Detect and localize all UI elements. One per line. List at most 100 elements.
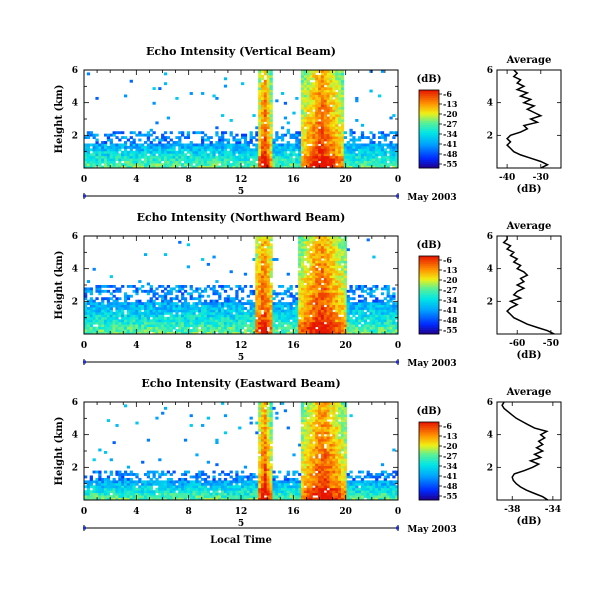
colorbar-tick-label: -34 xyxy=(443,295,458,305)
heatmap-cell xyxy=(175,324,179,328)
heatmap-cell xyxy=(315,304,319,308)
heatmap-cell xyxy=(300,316,305,320)
heatmap-cell xyxy=(203,314,208,318)
heatmap-cell xyxy=(269,77,273,81)
heatmap-cell xyxy=(349,304,353,308)
heatmap-cell xyxy=(306,331,310,335)
heatmap-cell xyxy=(320,285,325,288)
heatmap-cell xyxy=(298,299,302,303)
heatmap-cell xyxy=(172,287,176,291)
heatmap-cell xyxy=(386,309,390,313)
heatmap-cell xyxy=(389,321,393,325)
heatmap-cell xyxy=(269,153,273,157)
heatmap-cell xyxy=(298,133,302,137)
heatmap-cell xyxy=(189,319,193,323)
heatmap-cell xyxy=(141,145,145,149)
heatmap-cell xyxy=(363,321,367,325)
heatmap-cell xyxy=(201,302,205,305)
heatmap-cell xyxy=(315,297,319,301)
heatmap-cell xyxy=(183,143,188,147)
heatmap-cell xyxy=(378,136,382,139)
heatmap-cell xyxy=(303,275,308,279)
heatmap-cell xyxy=(249,289,253,293)
heatmap-cell xyxy=(300,299,305,303)
heatmap-cell xyxy=(306,258,310,261)
heatmap-cell xyxy=(112,314,116,318)
heatmap-cell xyxy=(309,121,313,125)
heatmap-cell xyxy=(229,131,233,135)
heatmap-cell xyxy=(269,243,273,247)
heatmap-cell xyxy=(318,319,322,323)
heatmap-cell xyxy=(186,470,191,474)
heatmap-cell xyxy=(192,297,196,301)
heatmap-cell xyxy=(235,492,239,496)
heatmap-cell xyxy=(346,148,350,152)
heatmap-cell xyxy=(175,163,179,166)
heatmap-cell xyxy=(215,438,219,442)
heatmap-cell xyxy=(158,143,162,147)
heatmap-cell xyxy=(343,153,348,157)
heatmap-cell xyxy=(206,416,210,420)
heatmap-cell xyxy=(155,121,159,125)
heatmap-cell xyxy=(338,311,342,315)
heatmap-cell xyxy=(378,131,382,135)
heatmap-cell xyxy=(252,321,256,325)
colorbar-segment xyxy=(419,148,439,151)
heatmap-cell xyxy=(349,128,353,132)
heatmap-cell xyxy=(329,287,333,291)
heatmap-cell xyxy=(315,299,319,303)
heatmap-cell xyxy=(172,309,176,313)
heatmap-cell xyxy=(152,299,156,303)
heatmap-cell xyxy=(172,316,176,320)
heatmap-cell xyxy=(169,492,173,496)
heatmap-cell xyxy=(306,294,310,298)
heatmap-cell xyxy=(86,326,91,330)
heatmap-cell xyxy=(383,316,387,320)
heatmap-cell xyxy=(318,292,322,296)
heatmap-cell xyxy=(115,153,119,157)
heatmap-cell xyxy=(280,160,285,164)
heatmap-cell xyxy=(258,155,262,159)
heatmap-cell xyxy=(226,324,230,328)
heatmap-cell xyxy=(235,329,239,332)
heatmap-cell xyxy=(226,143,230,147)
heatmap-cell xyxy=(235,331,239,335)
heatmap-cell xyxy=(266,260,270,264)
heatmap-cell xyxy=(129,165,133,169)
heatmap-cell xyxy=(303,136,308,139)
heatmap-cell xyxy=(312,82,316,86)
heatmap-cell xyxy=(335,287,339,291)
heatmap-cell xyxy=(206,145,210,149)
heatmap-cell xyxy=(335,77,339,81)
heatmap-cell xyxy=(215,304,219,308)
heatmap-cell xyxy=(386,311,390,315)
heatmap-cell xyxy=(358,287,362,291)
heatmap-cell xyxy=(203,287,208,291)
heatmap-cell xyxy=(260,70,265,73)
heatmap-cell xyxy=(189,297,193,301)
heatmap-cell xyxy=(395,314,399,318)
heatmap-cell xyxy=(118,473,122,476)
heatmap-cell xyxy=(383,148,387,152)
heatmap-cell xyxy=(346,319,350,323)
heatmap-cell xyxy=(312,321,316,325)
heatmap-cell xyxy=(363,289,367,293)
heatmap-cell xyxy=(312,287,316,291)
heatmap-cell xyxy=(198,324,202,328)
heatmap-cell xyxy=(303,82,308,86)
heatmap-cell xyxy=(326,74,330,78)
heatmap-cell xyxy=(338,96,342,100)
heatmap-cell xyxy=(352,163,356,166)
heatmap-cell xyxy=(280,158,285,162)
heatmap-cell xyxy=(329,250,333,254)
heatmap-cell xyxy=(309,238,313,242)
heatmap-cell xyxy=(215,487,219,491)
heatmap-cell xyxy=(106,497,111,501)
heatmap-cell xyxy=(332,111,336,115)
heatmap-cell xyxy=(209,497,213,501)
heatmap-cell xyxy=(300,158,305,162)
heatmap-cell xyxy=(126,304,131,308)
heatmap-cell xyxy=(266,324,270,328)
heatmap-cell xyxy=(203,289,208,293)
heatmap-cell xyxy=(286,314,290,318)
